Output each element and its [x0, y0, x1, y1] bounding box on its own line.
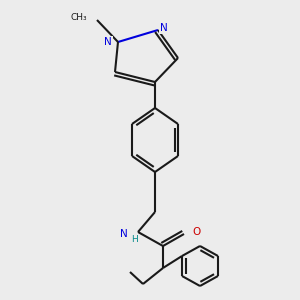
Text: H: H: [130, 236, 137, 244]
Text: CH₃: CH₃: [70, 14, 87, 22]
Text: N: N: [160, 23, 168, 33]
Text: N: N: [120, 229, 128, 239]
Text: N: N: [104, 37, 112, 47]
Text: O: O: [192, 227, 200, 237]
